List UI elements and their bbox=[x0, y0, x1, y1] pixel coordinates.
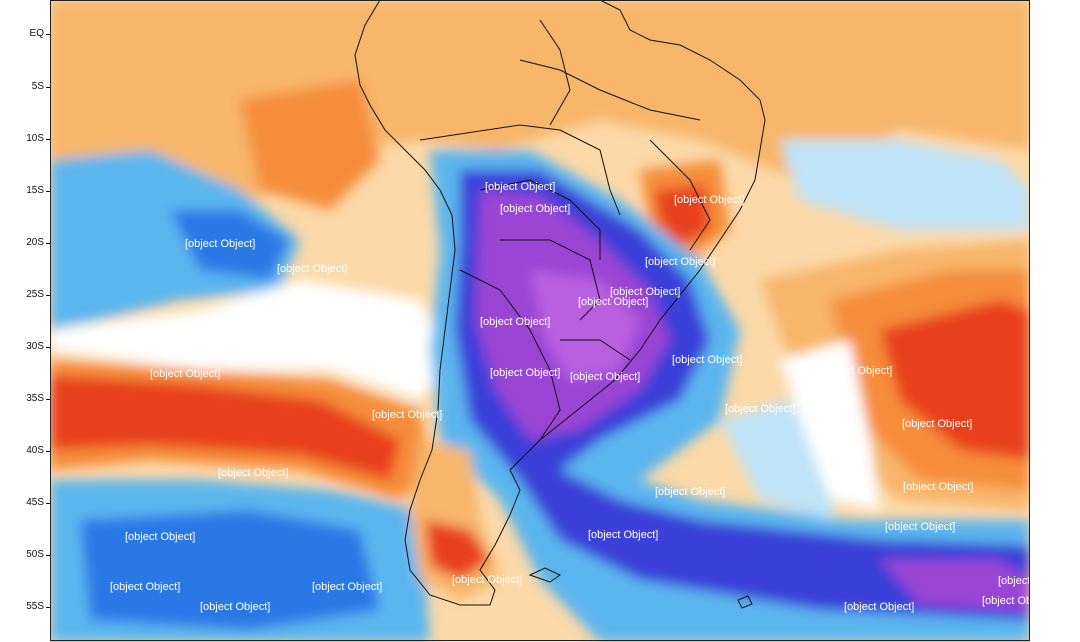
contour-label: [object Object] bbox=[998, 575, 1030, 587]
country-border bbox=[500, 239, 601, 321]
warm-pacific-core bbox=[50, 375, 400, 480]
lat-tick bbox=[46, 451, 50, 452]
contour-label: [object Object] bbox=[672, 354, 742, 366]
cold-pacific-pocket bbox=[50, 150, 300, 330]
warm-atlantic-core bbox=[880, 300, 1030, 460]
contour-label: [object Object] bbox=[725, 403, 795, 415]
cold-pacific-core bbox=[170, 210, 290, 280]
cold-atlantic-pocket bbox=[780, 140, 1030, 230]
cold-east-core bbox=[880, 560, 1030, 610]
cold-mass-peak bbox=[530, 270, 640, 380]
country-border bbox=[519, 59, 701, 121]
warm-north-core bbox=[240, 80, 380, 210]
contour-label: [object Object] bbox=[312, 581, 382, 593]
anomaly-field bbox=[50, 0, 1030, 642]
neutral-south-gap bbox=[720, 400, 840, 520]
contour-label: [object Object] bbox=[150, 368, 220, 380]
country-border bbox=[459, 269, 561, 441]
warm-patagonia-core bbox=[425, 520, 490, 580]
contour-label: [object Object] bbox=[588, 529, 658, 541]
map-svg: [object Object] [object Object] [object … bbox=[50, 0, 1030, 642]
neutral-southeast bbox=[780, 340, 880, 510]
lat-tick bbox=[46, 347, 50, 348]
contour-label: [object Object] bbox=[110, 581, 180, 593]
country-border bbox=[419, 124, 621, 216]
contour-label: [object Object] bbox=[480, 316, 550, 328]
lat-label-40s: 40S bbox=[26, 445, 44, 456]
contour-label: [object Object] bbox=[610, 286, 680, 298]
contour-label: [object Object] bbox=[500, 203, 570, 215]
lat-label-55s: 55S bbox=[26, 601, 44, 612]
country-border bbox=[560, 339, 631, 361]
contour-label: [object Object] bbox=[982, 595, 1030, 607]
lat-tick bbox=[46, 607, 50, 608]
lat-label-20s: 20S bbox=[26, 237, 44, 248]
lat-label-15s: 15S bbox=[26, 185, 44, 196]
contour-label: [object Object] bbox=[185, 238, 255, 250]
lat-tick bbox=[46, 503, 50, 504]
country-border bbox=[479, 179, 601, 260]
contour-label: [object Object] bbox=[903, 481, 973, 493]
contour-label: [object Object] bbox=[674, 194, 744, 206]
contour-label: [object Object] bbox=[578, 296, 648, 308]
lat-tick bbox=[46, 191, 50, 192]
lat-tick bbox=[46, 555, 50, 556]
lat-label-45s: 45S bbox=[26, 497, 44, 508]
contour-label: [object Object] bbox=[277, 263, 347, 275]
contour-label: [object Object] bbox=[200, 601, 270, 613]
contour-label: [object Object] bbox=[218, 467, 288, 479]
lat-label-25s: 25S bbox=[26, 289, 44, 300]
lat-label-eq: EQ bbox=[29, 28, 44, 39]
contour-label: [object Object] bbox=[452, 574, 522, 586]
contour-label: [object Object] bbox=[570, 371, 640, 383]
lat-tick bbox=[46, 34, 50, 35]
lat-label-50s: 50S bbox=[26, 549, 44, 560]
cold-southern-core bbox=[80, 510, 380, 630]
lat-label-5s: 5S bbox=[31, 81, 44, 92]
lat-tick bbox=[46, 295, 50, 296]
lat-label-30s: 30S bbox=[26, 341, 44, 352]
neutral-band bbox=[50, 280, 450, 400]
temperature-anomaly-map: [object Object] [object Object] [object … bbox=[50, 0, 1030, 642]
contour-label: [object Object] bbox=[485, 181, 555, 193]
contour-label: [object Object] bbox=[885, 521, 955, 533]
contour-label: [object Object] bbox=[822, 365, 892, 377]
lat-label-35s: 35S bbox=[26, 393, 44, 404]
lat-tick bbox=[46, 399, 50, 400]
lat-tick bbox=[46, 87, 50, 88]
contour-labels: [object Object] [object Object] [object … bbox=[110, 181, 1030, 613]
contour-label: [object Object] bbox=[490, 367, 560, 379]
country-border bbox=[649, 139, 711, 251]
south-america-coastline bbox=[354, 0, 766, 606]
coastlines bbox=[354, 0, 766, 609]
contour-label: [object Object] bbox=[645, 256, 715, 268]
country-border bbox=[539, 19, 571, 126]
warm-brazil-core bbox=[655, 185, 710, 245]
falkland-islands bbox=[737, 595, 753, 609]
lat-tick bbox=[46, 139, 50, 140]
lat-tick bbox=[46, 243, 50, 244]
contour-label: [object Object] bbox=[902, 418, 972, 430]
lat-label-10s: 10S bbox=[26, 133, 44, 144]
tierra-del-fuego bbox=[528, 567, 561, 583]
contour-label: [object Object] bbox=[655, 486, 725, 498]
contour-label: [object Object] bbox=[844, 601, 914, 613]
contour-label: [object Object] bbox=[372, 409, 442, 421]
contour-label: [object Object] bbox=[125, 531, 195, 543]
